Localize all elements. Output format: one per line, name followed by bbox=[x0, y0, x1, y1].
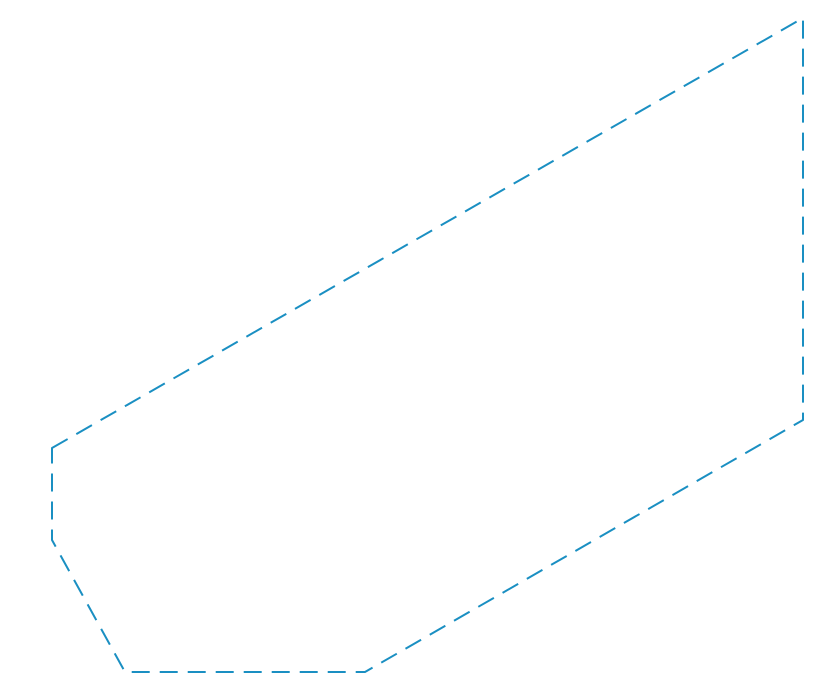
dashed-shape-outline bbox=[51, 17, 804, 673]
